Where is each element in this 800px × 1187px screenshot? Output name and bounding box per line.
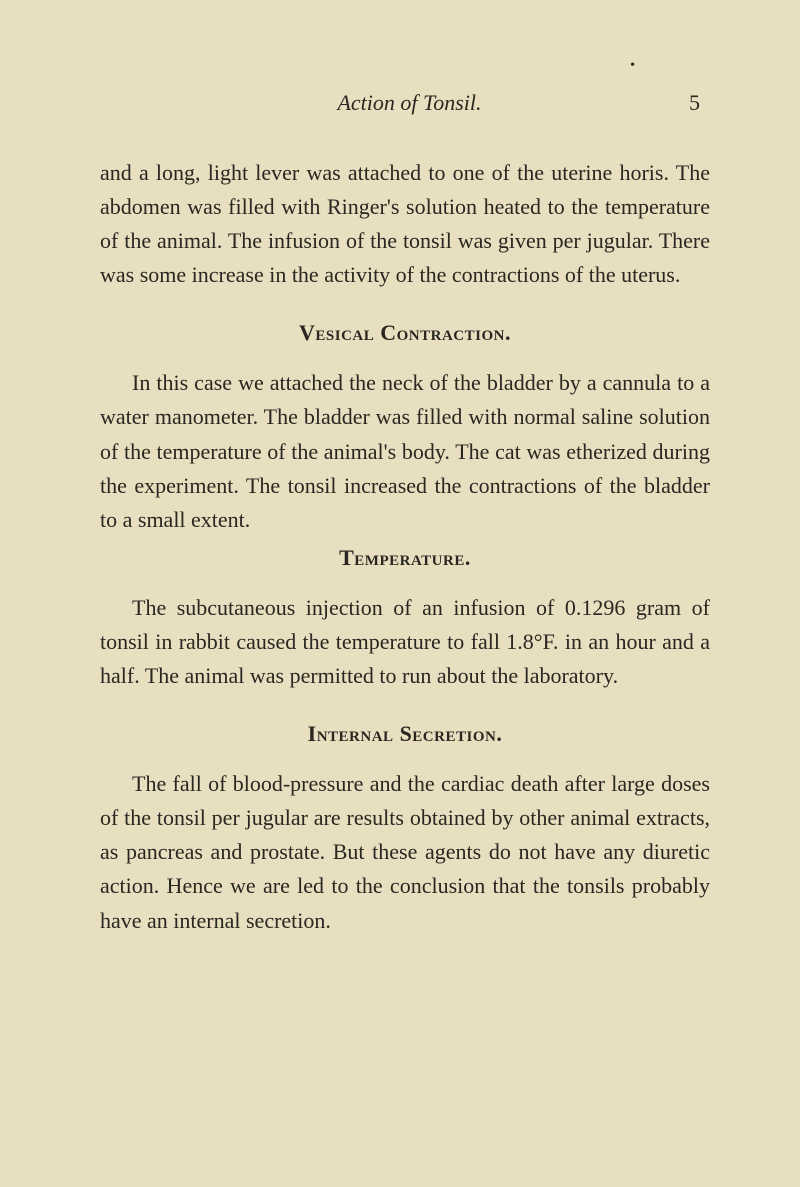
heading-temperature: Temperature. <box>100 545 710 571</box>
page-header: Action of Tonsil. 5 <box>100 90 710 116</box>
page-mark: • <box>630 58 635 74</box>
page-number: 5 <box>689 90 700 116</box>
heading-vesical: Vesical Contraction. <box>100 320 710 346</box>
running-title: Action of Tonsil. <box>170 90 649 116</box>
heading-internal: Internal Secretion. <box>100 721 710 747</box>
paragraph-4: The fall of blood-pressure and the cardi… <box>100 767 710 937</box>
paragraph-1: and a long, light lever was attached to … <box>100 156 710 292</box>
paragraph-2: In this case we attached the neck of the… <box>100 366 710 536</box>
paragraph-3: The subcutaneous injection of an infusio… <box>100 591 710 693</box>
